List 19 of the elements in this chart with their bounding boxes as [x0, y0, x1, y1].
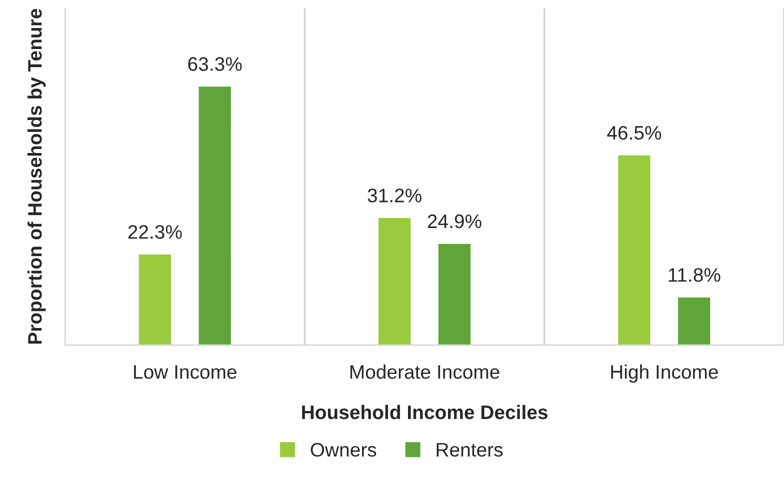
- bar: [197, 85, 232, 346]
- x-tick-label: High Income: [611, 364, 718, 383]
- legend-label: Renters: [436, 443, 503, 457]
- data-label: 24.9%: [428, 214, 482, 228]
- x-tick-label: Low Income: [134, 365, 236, 379]
- data-label: 22.3%: [128, 225, 182, 239]
- y-axis-title: Proportion of Households by Tenure: [28, 8, 46, 344]
- data-label: 46.5%: [607, 126, 662, 140]
- bar: [137, 253, 172, 346]
- x-axis-title: Household Income Deciles: [302, 404, 548, 420]
- data-label: 11.8%: [668, 268, 720, 282]
- data-label: 31.2%: [368, 188, 422, 202]
- bar: [377, 216, 412, 346]
- data-label: 63.3%: [188, 57, 242, 71]
- bar: [616, 154, 652, 346]
- bar: [437, 242, 472, 346]
- bar: [676, 296, 712, 346]
- legend-label: Owners: [310, 442, 376, 457]
- x-tick-label: Moderate Income: [350, 364, 500, 379]
